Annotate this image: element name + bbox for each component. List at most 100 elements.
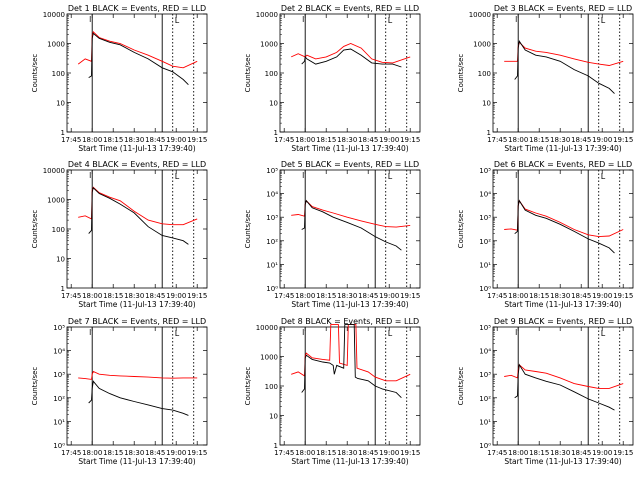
panel-det-7: Det 7 BLACK = Events, RED = LLD 10⁰ 10¹ 10²…: [31, 317, 208, 466]
panel-title: Det 8 BLACK = Events, RED = LLD: [281, 317, 419, 326]
x-tick-label: 18:15: [316, 136, 336, 144]
x-tick-label: 18:45: [358, 292, 378, 300]
x-tick-label: 18:30: [124, 449, 144, 457]
x-tick-label: 18:00: [82, 292, 102, 300]
y-tick-label: 10000: [43, 167, 65, 175]
y-tick-label: 10²: [53, 395, 65, 403]
y-tick-label: 1000: [47, 197, 65, 205]
panel-title: Det 6 BLACK = Events, RED = LLD: [494, 160, 632, 169]
y-tick-label: 10⁴: [479, 348, 491, 356]
plot-frame: [66, 326, 208, 446]
y-tick-label: 10¹: [53, 418, 65, 426]
x-tick-label: 19:15: [613, 292, 633, 300]
interval-label: L: [175, 172, 180, 181]
interval-label: L: [175, 329, 180, 338]
x-tick-label: 18:30: [124, 136, 144, 144]
panel-det-9: Det 9 BLACK = Events, RED = LLD 10⁰ 10¹ 10²…: [457, 317, 634, 466]
y-tick-label: 100: [265, 70, 278, 78]
y-tick-label: 10: [269, 100, 278, 108]
x-axis-label: Start Time (11-Jul-13 17:39:40): [291, 300, 408, 309]
x-tick-label: 19:15: [400, 292, 420, 300]
y-tick-label: 10⁴: [479, 191, 491, 199]
y-tick-label: 10¹: [479, 261, 491, 269]
x-axis-label: Start Time (11-Jul-13 17:39:40): [504, 144, 621, 153]
x-tick-label: 18:45: [145, 136, 165, 144]
x-tick-label: 18:15: [529, 292, 549, 300]
plot-frame: [492, 13, 634, 133]
y-tick-label: 1: [274, 129, 278, 137]
series-events-line: [514, 39, 615, 94]
y-tick-label: 10⁰: [53, 442, 65, 450]
x-tick-label: 18:15: [103, 449, 123, 457]
panel-det-1: Det 1 BLACK = Events, RED = LLD 1 10 100 100…: [31, 4, 208, 153]
plot-frame: [279, 169, 421, 289]
x-axis-label: Start Time (11-Jul-13 17:39:40): [291, 457, 408, 466]
y-tick-label: 10⁵: [479, 324, 491, 332]
x-tick-label: 18:15: [316, 449, 336, 457]
x-axis-label: Start Time (11-Jul-13 17:39:40): [78, 300, 195, 309]
y-tick-label: 10⁴: [266, 191, 278, 199]
series-events-line: [301, 48, 402, 68]
y-tick-label: 1000: [473, 41, 491, 49]
x-tick-label: 19:00: [592, 449, 612, 457]
y-tick-label: 10000: [469, 11, 491, 19]
interval-label: L: [175, 16, 180, 25]
y-tick-label: 10⁵: [266, 167, 278, 175]
y-tick-label: 10³: [479, 214, 491, 222]
panel-det-5: Det 5 BLACK = Events, RED = LLD 10⁰ 10¹ 10²…: [244, 160, 421, 309]
series-lld-line: [77, 30, 198, 69]
series-events-line: [514, 363, 615, 411]
x-tick-label: 18:15: [529, 136, 549, 144]
x-tick-label: 19:00: [166, 292, 186, 300]
x-tick-label: 19:15: [187, 449, 207, 457]
panel-title: Det 9 BLACK = Events, RED = LLD: [494, 317, 632, 326]
plot-frame: [66, 13, 208, 133]
y-tick-label: 10³: [53, 371, 65, 379]
panel-det-8: Det 8 BLACK = Events, RED = LLD 1 10 100 100…: [244, 317, 421, 466]
interval-label: L: [388, 16, 393, 25]
interval-label: L: [601, 172, 606, 181]
y-tick-label: 1000: [47, 41, 65, 49]
plot-frame: [492, 169, 634, 289]
x-tick-label: 18:45: [571, 449, 591, 457]
y-tick-label: 1: [274, 442, 278, 450]
x-axis-label: Start Time (11-Jul-13 17:39:40): [504, 457, 621, 466]
y-tick-label: 10⁰: [479, 285, 491, 293]
y-tick-label: 1: [61, 285, 65, 293]
x-tick-label: 17:45: [274, 292, 294, 300]
x-tick-label: 18:45: [571, 292, 591, 300]
panel-det-6: Det 6 BLACK = Events, RED = LLD 10⁰ 10¹ 10²…: [457, 160, 634, 309]
x-tick-label: 18:15: [529, 449, 549, 457]
plot-frame: [279, 326, 421, 446]
plot-frame: [279, 13, 421, 133]
x-tick-label: 18:00: [508, 136, 528, 144]
x-axis-label: Start Time (11-Jul-13 17:39:40): [78, 144, 195, 153]
series-events-line: [88, 380, 189, 416]
x-tick-label: 18:30: [337, 449, 357, 457]
panel-title: Det 5 BLACK = Events, RED = LLD: [281, 160, 419, 169]
x-tick-label: 18:30: [550, 292, 570, 300]
x-tick-label: 19:00: [379, 292, 399, 300]
x-tick-label: 17:45: [61, 292, 81, 300]
y-axis-label: Counts/sec: [457, 54, 465, 93]
x-tick-label: 19:00: [592, 292, 612, 300]
y-tick-label: 100: [478, 70, 491, 78]
x-axis-label: Start Time (11-Jul-13 17:39:40): [504, 300, 621, 309]
x-tick-label: 18:30: [337, 292, 357, 300]
y-tick-label: 1000: [260, 41, 278, 49]
y-tick-label: 10¹: [479, 418, 491, 426]
y-axis-label: Counts/sec: [244, 210, 252, 249]
panel-title: Det 4 BLACK = Events, RED = LLD: [68, 160, 206, 169]
y-axis-label: Counts/sec: [31, 210, 39, 249]
x-tick-label: 18:30: [550, 136, 570, 144]
x-tick-label: 19:00: [166, 449, 186, 457]
panel-det-2: Det 2 BLACK = Events, RED = LLD 1 10 100 100…: [244, 4, 421, 153]
x-tick-label: 19:00: [592, 136, 612, 144]
plot-frame: [66, 169, 208, 289]
panel-title: Det 3 BLACK = Events, RED = LLD: [494, 4, 632, 13]
panel-title: Det 1 BLACK = Events, RED = LLD: [68, 4, 206, 13]
y-tick-label: 10³: [479, 371, 491, 379]
panel-title: Det 2 BLACK = Events, RED = LLD: [281, 4, 419, 13]
y-tick-label: 10⁵: [479, 167, 491, 175]
